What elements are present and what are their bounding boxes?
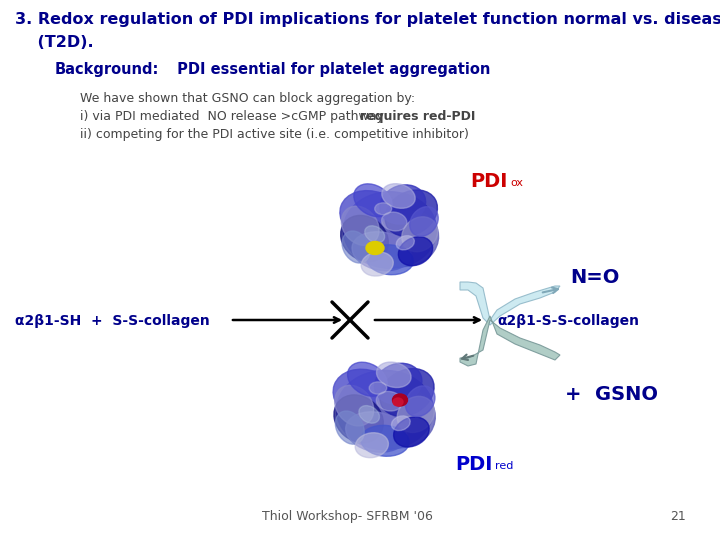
Ellipse shape	[336, 411, 364, 444]
Ellipse shape	[398, 237, 433, 266]
Polygon shape	[460, 282, 560, 325]
Text: Thiol Workshop- SFRBM '06: Thiol Workshop- SFRBM '06	[262, 510, 433, 523]
Ellipse shape	[335, 386, 374, 426]
Ellipse shape	[343, 192, 437, 268]
Ellipse shape	[341, 206, 379, 245]
Ellipse shape	[354, 184, 392, 217]
Ellipse shape	[397, 396, 434, 433]
Ellipse shape	[340, 191, 406, 244]
Text: PDI essential for platelet aggregation: PDI essential for platelet aggregation	[172, 62, 490, 77]
Ellipse shape	[337, 370, 433, 450]
Text: 3. Redox regulation of PDI implications for platelet function normal vs. disease: 3. Redox regulation of PDI implications …	[15, 12, 720, 27]
Text: We have shown that GSNO can block aggregation by:: We have shown that GSNO can block aggreg…	[80, 92, 415, 105]
Text: 21: 21	[670, 510, 685, 523]
Ellipse shape	[355, 433, 388, 458]
Text: ii) competing for the PDI active site (i.e. competitive inhibitor): ii) competing for the PDI active site (i…	[80, 128, 469, 141]
Ellipse shape	[382, 212, 407, 231]
Ellipse shape	[341, 215, 388, 261]
Ellipse shape	[366, 245, 413, 275]
Ellipse shape	[333, 369, 402, 424]
Ellipse shape	[394, 417, 429, 447]
Text: ox: ox	[510, 178, 523, 188]
Ellipse shape	[361, 426, 409, 456]
Ellipse shape	[374, 363, 422, 404]
Ellipse shape	[375, 211, 438, 266]
Ellipse shape	[365, 226, 384, 243]
Text: i) via PDI mediated  NO release >cGMP pathway: i) via PDI mediated NO release >cGMP pat…	[80, 110, 388, 123]
Ellipse shape	[366, 241, 384, 254]
Ellipse shape	[352, 232, 411, 271]
Ellipse shape	[377, 362, 411, 388]
Text: α2β1-SH  +  S-S-collagen: α2β1-SH + S-S-collagen	[15, 314, 210, 328]
Text: (T2D).: (T2D).	[15, 35, 94, 50]
Text: N=O: N=O	[570, 268, 619, 287]
Ellipse shape	[393, 398, 403, 406]
Ellipse shape	[348, 362, 387, 396]
Ellipse shape	[359, 406, 379, 423]
Text: +  GSNO: + GSNO	[565, 385, 658, 404]
Ellipse shape	[382, 184, 415, 208]
Text: PDI: PDI	[455, 455, 492, 474]
Ellipse shape	[385, 190, 438, 236]
Ellipse shape	[377, 392, 402, 411]
Ellipse shape	[374, 203, 392, 215]
Ellipse shape	[342, 231, 370, 263]
Ellipse shape	[361, 252, 393, 276]
Polygon shape	[460, 316, 560, 366]
Text: requires red-PDI: requires red-PDI	[360, 110, 475, 123]
Text: α2β1-S-S-collagen: α2β1-S-S-collagen	[497, 314, 639, 328]
Ellipse shape	[346, 412, 407, 452]
Ellipse shape	[334, 395, 383, 443]
Ellipse shape	[370, 390, 436, 448]
Ellipse shape	[402, 217, 438, 252]
Ellipse shape	[369, 382, 387, 394]
Ellipse shape	[380, 369, 434, 416]
Ellipse shape	[380, 185, 426, 224]
Ellipse shape	[392, 416, 410, 430]
Ellipse shape	[396, 235, 415, 250]
Text: Background:: Background:	[55, 62, 159, 77]
Text: red: red	[495, 461, 513, 471]
Text: PDI: PDI	[470, 172, 508, 191]
Ellipse shape	[410, 207, 438, 237]
Ellipse shape	[405, 386, 435, 416]
Ellipse shape	[392, 394, 408, 406]
